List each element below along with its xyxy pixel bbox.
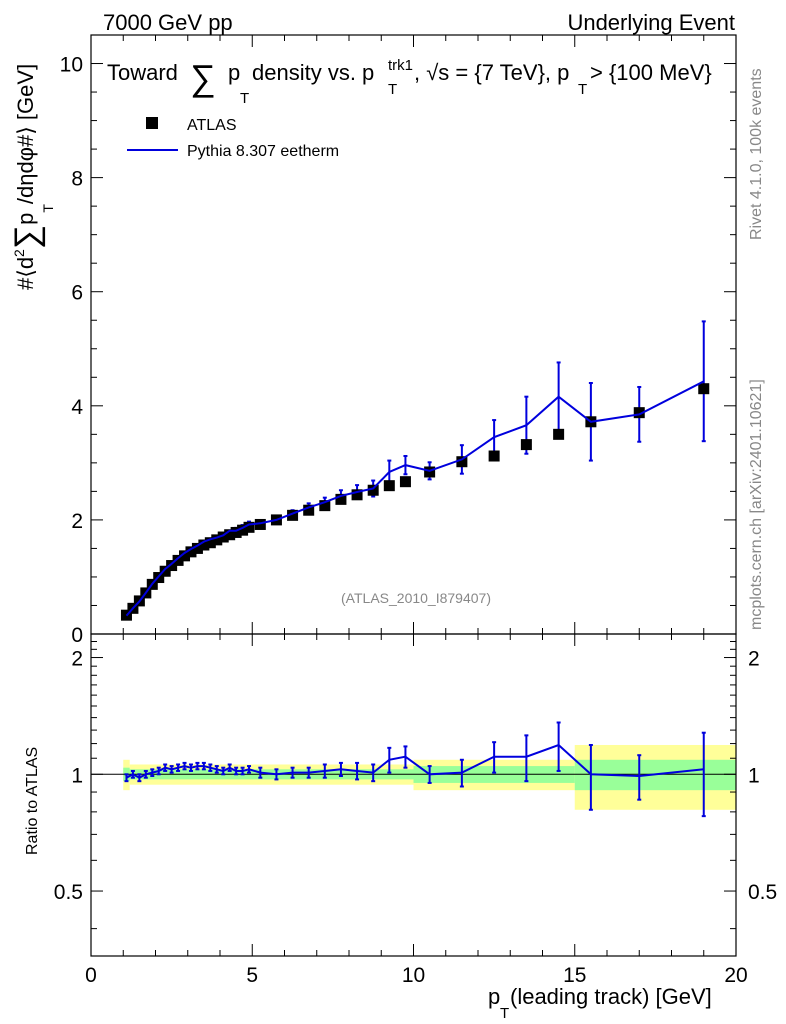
atlas-data-point	[399, 476, 411, 488]
ylabel-main-rest: /dηdφ#⟩ [GeV]	[13, 64, 38, 204]
xtick-label: 5	[246, 964, 258, 987]
atlas-data-point	[698, 383, 710, 395]
legend-label-atlas: ATLAS	[187, 117, 237, 134]
ratio-ytick-label-right: 0.5	[748, 881, 777, 904]
atlas-data-point	[520, 439, 532, 451]
ratio-data	[124, 721, 706, 818]
atlas-data-point	[185, 546, 197, 558]
svg-text:#⟨d2∑pT/dηdφ#⟩ [GeV]: #⟨d2∑pT/dηdφ#⟩ [GeV]	[8, 64, 56, 290]
atlas-data-point	[351, 489, 363, 501]
atlas-data-point	[224, 529, 236, 541]
ylabel-ratio: Ratio to ATLAS	[24, 747, 41, 855]
title-sum-symbol: ∑	[190, 57, 216, 98]
legend-marker-atlas	[146, 117, 158, 129]
ylabel-main: #⟨d2∑pT/dηdφ#⟩ [GeV]	[8, 64, 56, 290]
title-p: p	[228, 60, 240, 85]
ratio-ytick-label: 2	[71, 648, 83, 671]
legend: ATLAS Pythia 8.307 eetherm	[127, 117, 339, 160]
atlas-data-point	[633, 407, 645, 419]
title-pre: Toward	[107, 60, 178, 85]
ratio-ticks: 0.5 0.51 12 20 5 10 15 20	[54, 634, 777, 987]
xlabel-sub: T	[500, 1005, 509, 1022]
ylabel-main-p: p	[13, 213, 38, 225]
main-ytick-label: 0	[71, 624, 83, 647]
main-ytick-label: 2	[71, 510, 83, 533]
title-pt-sub: T	[578, 81, 587, 98]
atlas-data-point	[254, 518, 266, 530]
title-trk-sub: T	[388, 81, 397, 98]
xtick-label: 20	[724, 964, 747, 987]
main-ytick-label: 6	[71, 282, 83, 305]
atlas-data-point	[217, 531, 229, 543]
rivet-info: Rivet 4.1.0, 100k events	[748, 68, 765, 240]
atlas-data-point	[230, 526, 242, 538]
ratio-frame	[90, 633, 737, 957]
atlas-data-point	[159, 565, 171, 577]
ratio-ytick-label: 1	[71, 764, 83, 787]
atlas-data-point	[553, 428, 565, 440]
atlas-data-point	[243, 521, 255, 533]
atlas-data-point	[383, 480, 395, 492]
ratio-ytick-label-right: 2	[748, 648, 760, 671]
svg-text:Toward: Toward	[107, 60, 178, 85]
ylabel-main-sum: ∑	[8, 225, 46, 249]
ylabel-main-sup: 2	[11, 249, 27, 257]
atlas-data-point	[204, 537, 216, 549]
ylabel-main-a: #⟨d	[13, 257, 38, 290]
atlas-data-point	[198, 539, 210, 551]
title-sqrt: , √s = {7 TeV}, p	[414, 60, 569, 85]
header-right: Underlying Event	[567, 10, 735, 35]
atlas-data-point	[179, 550, 191, 562]
ratio-ytick-label-right: 1	[748, 764, 760, 787]
title-end: > {100 MeV}	[590, 60, 712, 85]
atlas-data-point	[424, 466, 436, 478]
main-ytick-label: 8	[71, 168, 83, 191]
xtick-label: 15	[563, 964, 586, 987]
ratio-mc-line	[126, 743, 704, 779]
ylabel-main-psub: T	[40, 204, 56, 213]
xtick-label: 10	[402, 964, 425, 987]
atlas-data-point	[303, 504, 315, 516]
atlas-data-point	[166, 560, 178, 572]
atlas-data-point	[367, 484, 379, 496]
analysis-watermark: (ATLAS_2010_I879407)	[341, 590, 491, 606]
xtick-label: 0	[85, 964, 97, 987]
atlas-data-point	[456, 456, 468, 468]
atlas-data-point	[287, 509, 299, 521]
xlabel: p T (leading track) [GeV]	[488, 984, 712, 1022]
main-data	[120, 320, 710, 621]
atlas-data-point	[488, 450, 500, 462]
title-p-sub: T	[240, 90, 249, 107]
atlas-data-point	[319, 500, 331, 512]
ratio-ytick-label: 0.5	[54, 881, 83, 904]
main-panel: 0 2 4 6 8 10	[60, 34, 737, 647]
main-ytick-label: 4	[71, 396, 83, 419]
legend-label-pythia: Pythia 8.307 eetherm	[187, 143, 339, 160]
main-ytick-label: 10	[60, 54, 83, 77]
atlas-data-point	[211, 534, 223, 546]
atlas-data-point	[237, 524, 249, 536]
ratio-panel: 0.5 0.51 12 20 5 10 15 20	[54, 633, 777, 987]
atlas-data-point	[335, 493, 347, 505]
atlas-data-point	[191, 542, 203, 554]
main-ticks: 0 2 4 6 8 10	[60, 34, 737, 647]
atlas-data-point	[172, 554, 184, 566]
header-left: 7000 GeV pp	[103, 10, 233, 35]
title-mid: density vs. p	[252, 60, 374, 85]
title-trk-sup: trk1	[388, 57, 413, 74]
source-info: mcplots.cern.ch [arXiv:2401.10621]	[748, 379, 765, 630]
xlabel-p: p	[488, 984, 500, 1009]
mc-line	[125, 380, 705, 617]
plot-title: Toward ∑ p T density vs. p trk1 T , √s =…	[107, 57, 712, 107]
xlabel-rest: (leading track) [GeV]	[510, 984, 712, 1009]
